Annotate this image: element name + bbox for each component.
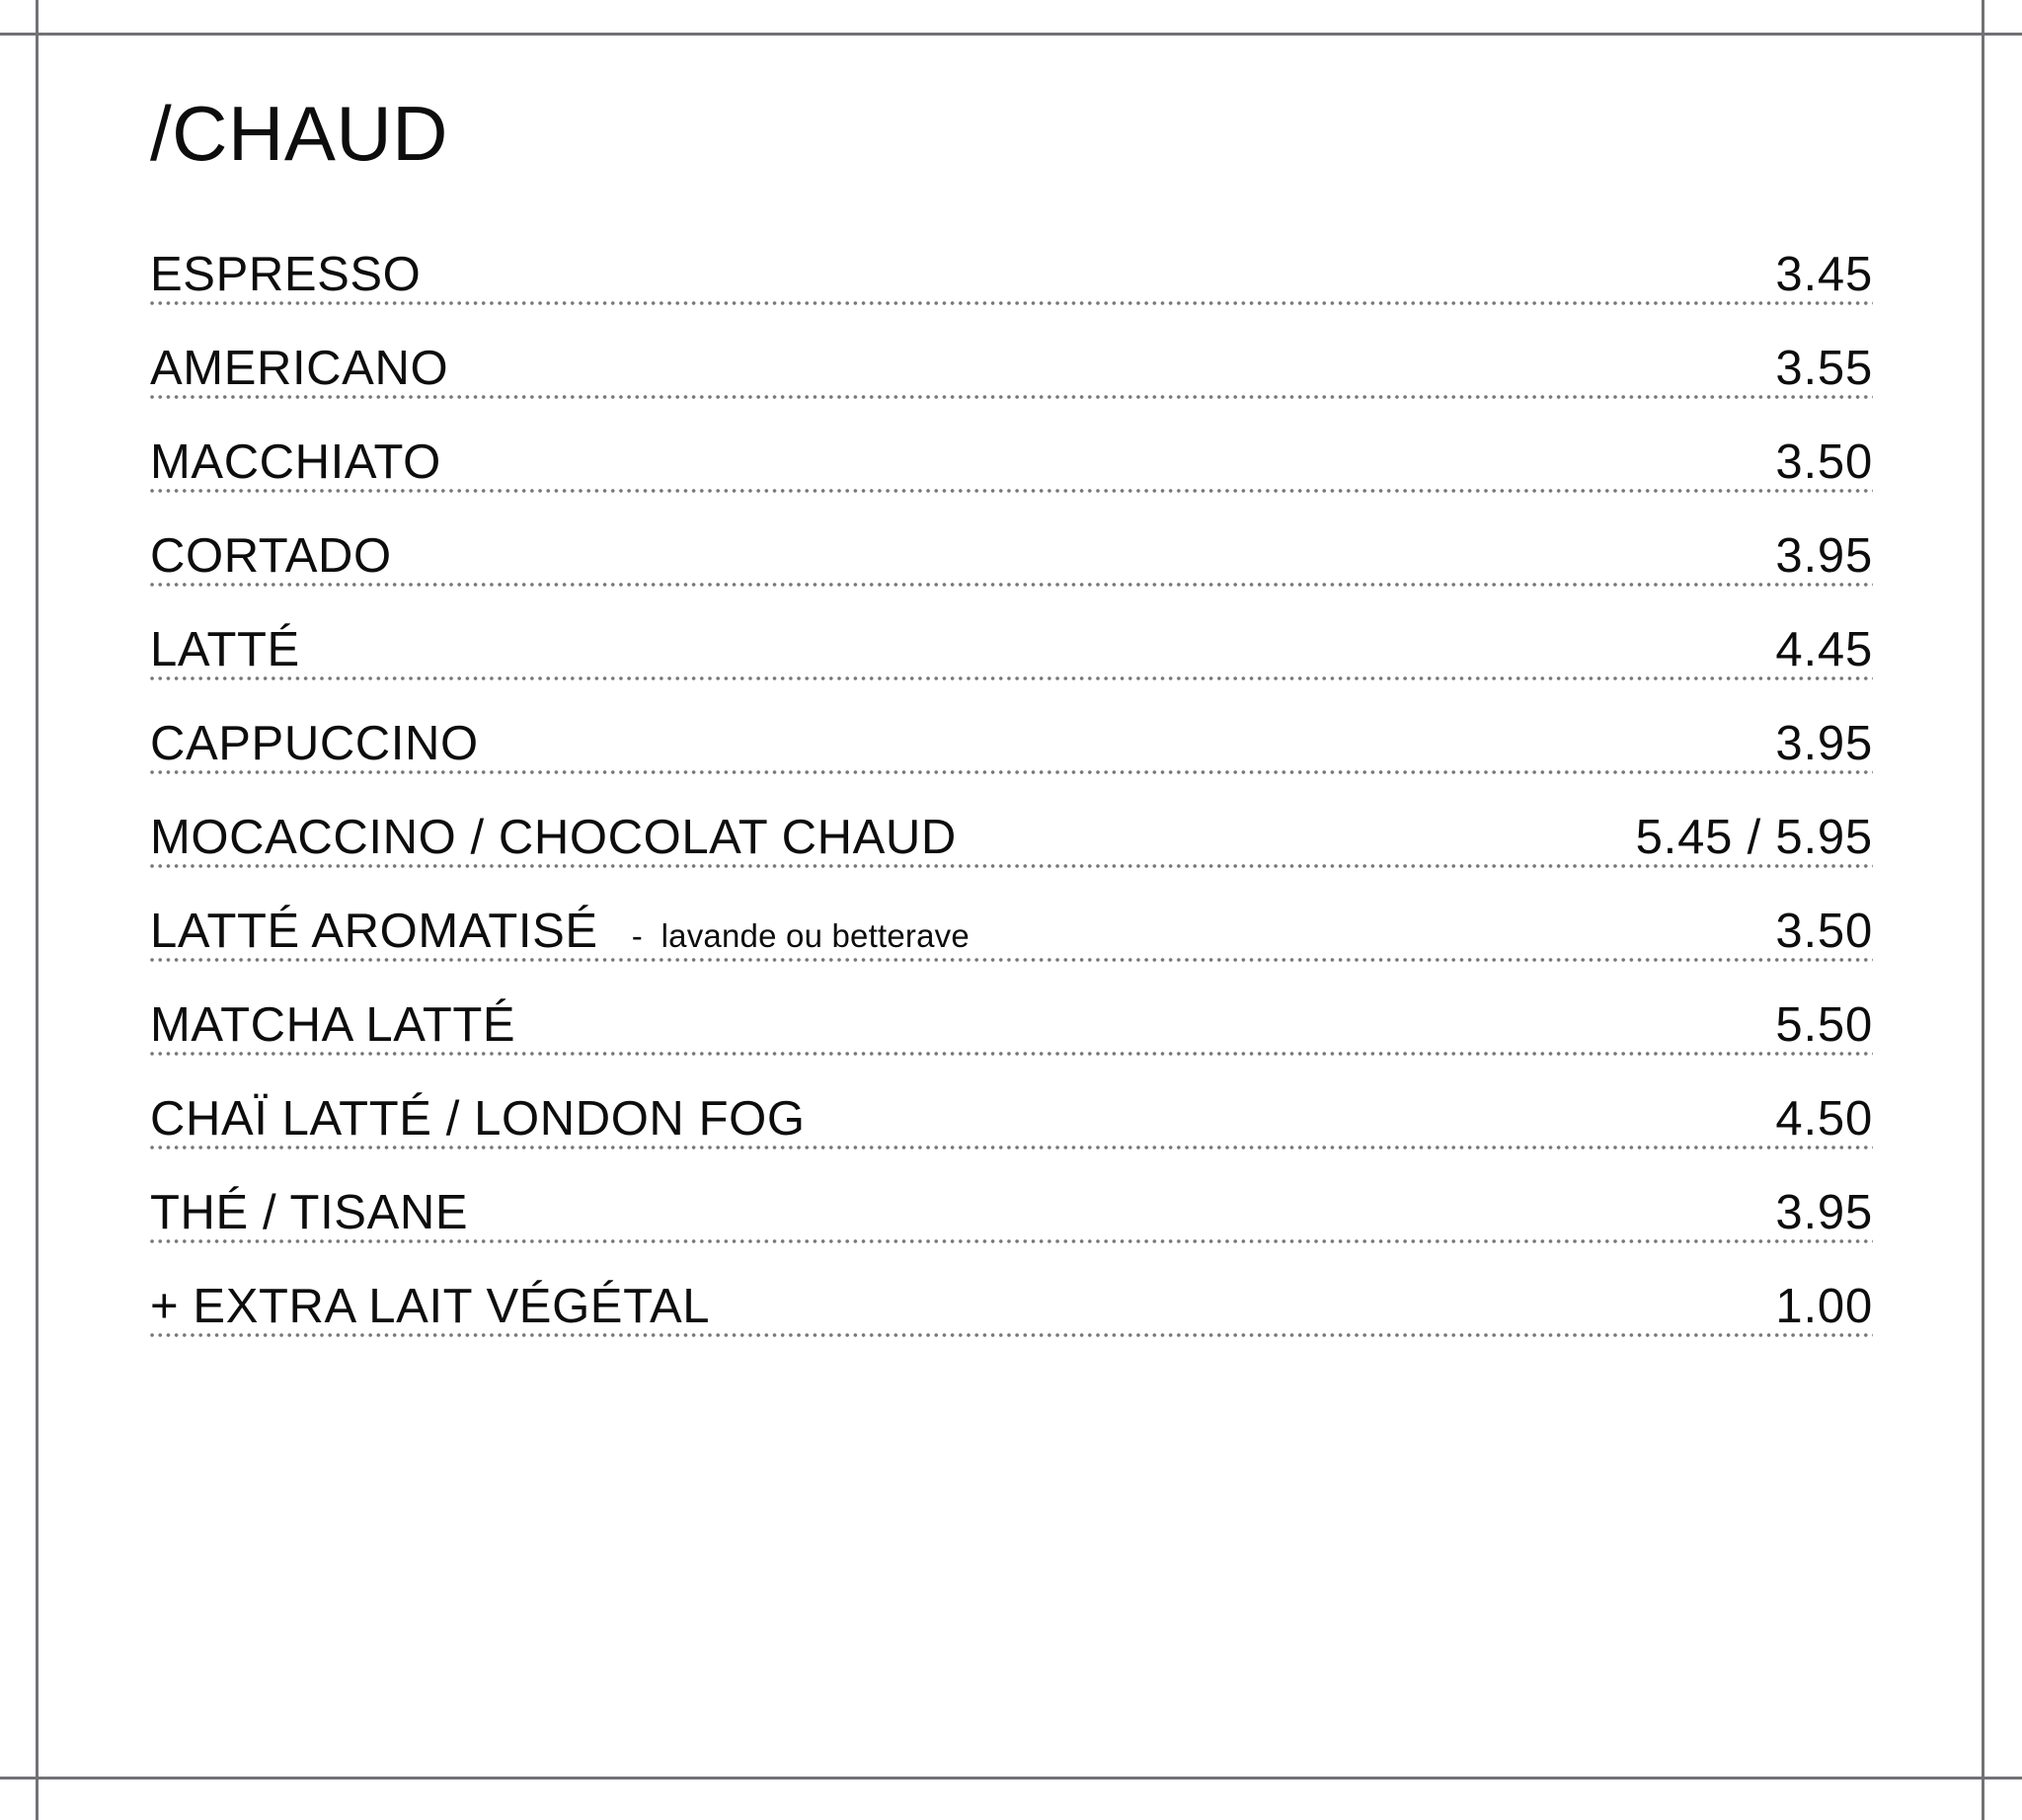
menu-item-price: 5.50 [1775,997,1873,1052]
menu-item-price: 5.45 / 5.95 [1635,810,1873,864]
menu-item-row: CORTADO 3.95 [150,499,1873,593]
menu-item-label-group: ESPRESSO [150,247,422,301]
menu-item-row: THÉ / TISANE 3.95 [150,1155,1873,1249]
menu-item-label-group: MACCHIATO [150,435,441,489]
guide-line-vertical-right [1982,0,1984,1820]
menu-item-row: CAPPUCCINO 3.95 [150,686,1873,780]
menu-item-price: 1.00 [1775,1279,1873,1333]
menu-item-price: 3.55 [1775,341,1873,395]
menu-item-name: THÉ / TISANE [150,1185,469,1239]
menu-item-name: MACCHIATO [150,435,441,489]
menu-item-price: 4.45 [1775,622,1873,676]
menu-item-row: MACCHIATO 3.50 [150,405,1873,499]
menu-item-label-group: + EXTRA LAIT VÉGÉTAL [150,1279,711,1333]
menu-item-name: AMERICANO [150,341,449,395]
menu-item-label-group: CORTADO [150,528,392,583]
menu-item-price: 3.95 [1775,528,1873,583]
menu-item-row: + EXTRA LAIT VÉGÉTAL 1.00 [150,1249,1873,1343]
menu-item-list: ESPRESSO 3.45 AMERICANO 3.55 MACCHIATO 3.50 CO… [150,217,1873,1343]
menu-item-name: CHAÏ LATTÉ / LONDON FOG [150,1091,806,1146]
menu-item-name: ESPRESSO [150,247,422,301]
guide-line-horizontal-top [0,33,2022,36]
menu-item-label-group: CHAÏ LATTÉ / LONDON FOG [150,1091,806,1146]
page-title: /CHAUD [150,90,449,177]
menu-item-row: CHAÏ LATTÉ / LONDON FOG 4.50 [150,1062,1873,1155]
menu-item-name: LATTÉ [150,622,300,676]
menu-item-row: MOCACCINO / CHOCOLAT CHAUD 5.45 / 5.95 [150,780,1873,874]
menu-item-row: LATTÉ 4.45 [150,593,1873,686]
menu-item-name: CORTADO [150,528,392,583]
menu-item-price: 3.45 [1775,247,1873,301]
menu-item-row: LATTÉ AROMATISÉ - lavande ou betterave 3.5… [150,874,1873,968]
menu-item-name: MATCHA LATTÉ [150,997,516,1052]
menu-item-name: + EXTRA LAIT VÉGÉTAL [150,1279,711,1333]
menu-item-price: 3.50 [1775,435,1873,489]
menu-item-price: 3.95 [1775,1185,1873,1239]
menu-item-label-group: LATTÉ AROMATISÉ - lavande ou betterave [150,904,970,958]
menu-item-name: LATTÉ AROMATISÉ [150,904,598,958]
menu-item-price: 3.50 [1775,904,1873,958]
menu-item-name: CAPPUCCINO [150,716,479,770]
menu-item-price: 4.50 [1775,1091,1873,1146]
menu-item-label-group: LATTÉ [150,622,300,676]
menu-item-label-group: MATCHA LATTÉ [150,997,516,1052]
menu-content: /CHAUD ESPRESSO 3.45 AMERICANO 3.55 MACCHIAT… [150,90,1873,1343]
menu-item-label-group: THÉ / TISANE [150,1185,469,1239]
guide-line-horizontal-bottom [0,1777,2022,1780]
menu-item-description: - lavande ou betterave [631,916,970,954]
menu-item-label-group: CAPPUCCINO [150,716,479,770]
menu-item-label-group: AMERICANO [150,341,449,395]
menu-item-price: 3.95 [1775,716,1873,770]
menu-item-row: MATCHA LATTÉ 5.50 [150,968,1873,1062]
menu-item-name: MOCACCINO / CHOCOLAT CHAUD [150,810,957,864]
guide-line-vertical-left [36,0,39,1820]
menu-item-row: ESPRESSO 3.45 [150,217,1873,311]
menu-item-label-group: MOCACCINO / CHOCOLAT CHAUD [150,810,957,864]
menu-item-row: AMERICANO 3.55 [150,311,1873,405]
